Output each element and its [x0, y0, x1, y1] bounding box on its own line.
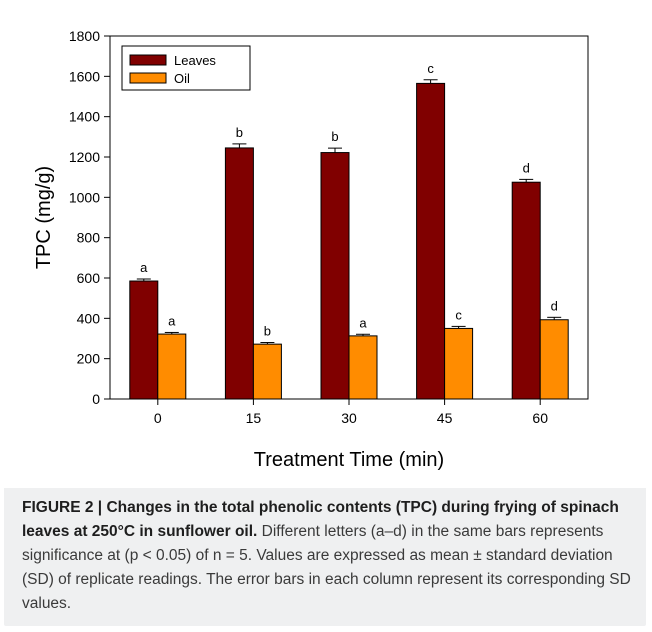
x-tick-label: 0 — [154, 410, 162, 426]
y-tick-label: 200 — [77, 351, 101, 367]
significance-letter: b — [331, 129, 338, 144]
y-axis-title: TPC (mg/g) — [33, 166, 55, 269]
x-axis-title: Treatment Time (min) — [254, 449, 444, 471]
y-tick-label: 1800 — [69, 28, 100, 44]
bar-oil — [444, 327, 474, 400]
y-tick-label: 1400 — [69, 109, 100, 125]
significance-letter: d — [551, 298, 558, 313]
significance-letter: d — [523, 160, 530, 175]
legend-swatch — [129, 54, 167, 66]
y-tick-label: 400 — [77, 310, 101, 326]
significance-letter: b — [236, 125, 243, 140]
significance-letter: c — [455, 307, 462, 322]
figure-container: 0 200 400 600 800 1000 1200 1400 1600 1800 0 a a 15 b b… — [4, 4, 646, 626]
bar-oil — [539, 319, 569, 400]
bar-oil — [157, 333, 187, 400]
legend-label: Leaves — [174, 53, 216, 68]
significance-letter: b — [264, 324, 271, 339]
x-tick-label: 60 — [532, 410, 548, 426]
significance-letter: a — [168, 313, 176, 328]
significance-letter: a — [359, 315, 367, 330]
bar-chart: 0 200 400 600 800 1000 1200 1400 1600 1800 0 a a 15 b b… — [33, 28, 589, 471]
legend-swatch — [129, 72, 167, 84]
significance-letter: a — [140, 260, 148, 275]
x-tick-label: 30 — [341, 410, 357, 426]
caption-body: Different letters (a–d) in the same bars… — [22, 523, 631, 612]
bar-leaves — [416, 82, 446, 400]
caption-label: FIGURE 2 | — [22, 499, 107, 516]
y-tick-label: 0 — [92, 391, 100, 407]
bar-leaves — [320, 152, 350, 400]
bar-leaves — [511, 181, 541, 400]
bar-leaves — [224, 147, 254, 400]
y-tick-label: 1600 — [69, 68, 100, 84]
figure-caption: FIGURE 2 | Changes in the total phenolic… — [22, 496, 634, 616]
bar-oil — [252, 343, 282, 400]
bar-leaves — [129, 280, 159, 400]
chart-panel: 0 200 400 600 800 1000 1200 1400 1600 1800 0 a a 15 b b… — [4, 4, 646, 488]
caption-title: Changes in the total phenolic contents (… — [22, 499, 619, 540]
y-tick-label: 1000 — [69, 189, 100, 205]
y-tick-label: 600 — [77, 270, 101, 286]
y-tick-label: 800 — [77, 230, 101, 246]
legend-label: Oil — [174, 71, 190, 86]
significance-letter: c — [427, 61, 434, 76]
x-tick-label: 15 — [246, 410, 262, 426]
x-tick-label: 45 — [437, 410, 453, 426]
y-tick-label: 1200 — [69, 149, 100, 165]
bar-oil — [348, 335, 378, 400]
